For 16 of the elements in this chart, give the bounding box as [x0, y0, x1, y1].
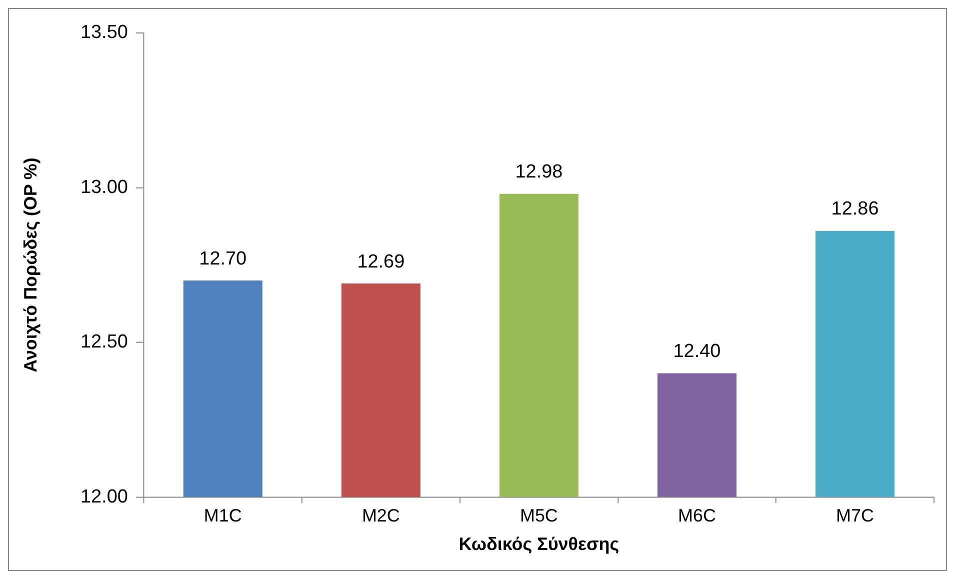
x-axis-title: Κωδικός Σύνθεσης — [458, 534, 620, 554]
data-label: 12.98 — [515, 162, 563, 183]
x-tick-label: M7C — [836, 506, 874, 526]
x-tick-label: M5C — [520, 506, 558, 526]
y-axis-title: Ανοιχτό Πορώδες (OP %) — [20, 158, 41, 372]
data-label: 12.70 — [199, 248, 247, 270]
y-tick-label: 12.50 — [80, 332, 128, 353]
data-label: 12.40 — [673, 341, 721, 362]
y-tick-label: 13.50 — [80, 22, 128, 44]
x-tick-label: M2C — [362, 506, 400, 526]
x-tick-label: M6C — [678, 506, 716, 526]
x-tick-label: M1C — [204, 506, 242, 526]
data-label: 12.69 — [357, 251, 405, 272]
y-tick-label: 13.00 — [80, 176, 128, 198]
y-tick-label: 12.00 — [80, 486, 128, 508]
data-label: 12.86 — [831, 198, 879, 220]
